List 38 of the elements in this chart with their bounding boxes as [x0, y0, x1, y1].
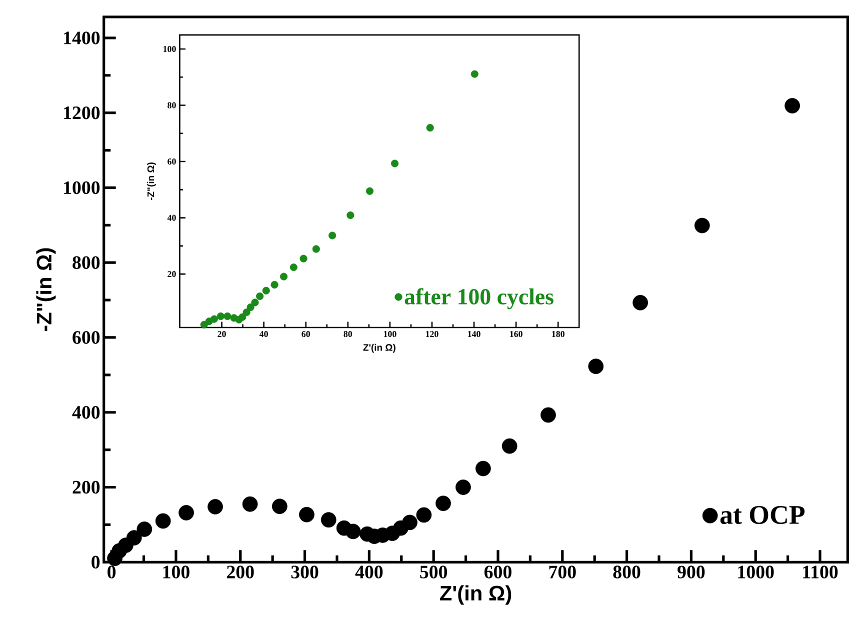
x-tick-label: 1000 — [738, 566, 774, 578]
x-tick-label: 500 — [420, 566, 448, 578]
x-tick-label: 120 — [426, 331, 438, 338]
y-tick-label: 80 — [168, 102, 176, 108]
y-tick-label: 200 — [72, 480, 100, 494]
y-axis-title: -Z"(in Ω) — [147, 162, 156, 200]
y-axis-title: -Z"(in Ω) — [36, 248, 56, 332]
legend-label: after 100 cycles — [404, 288, 554, 310]
y-tick-label: 100 — [164, 46, 176, 52]
x-tick-label: 800 — [613, 566, 640, 578]
x-tick-label: 40 — [259, 331, 268, 338]
x-axis-title: Z'(in Ω) — [440, 585, 512, 605]
x-axis-title: Z'(in Ω) — [363, 344, 396, 353]
x-tick-label: 100 — [384, 331, 396, 338]
y-tick-label: 800 — [72, 256, 100, 269]
x-tick-label: 600 — [484, 566, 512, 578]
x-tick-label: 400 — [355, 566, 383, 578]
x-tick-label: 20 — [218, 331, 226, 338]
x-tick-label: 140 — [468, 331, 480, 338]
y-tick-label: 1000 — [64, 181, 100, 194]
y-tick-label: 60 — [168, 158, 176, 165]
x-tick-label: 60 — [302, 331, 310, 338]
x-tick-label: 200 — [227, 566, 254, 578]
x-tick-label: 160 — [510, 331, 522, 338]
x-tick-label: 180 — [552, 331, 564, 338]
y-tick-label: 1400 — [64, 32, 100, 44]
x-tick-label: 80 — [344, 331, 352, 338]
y-tick-label: 1200 — [64, 106, 100, 120]
y-tick-label: 400 — [72, 406, 100, 419]
legend-label: at OCP — [720, 506, 805, 524]
y-tick-label: 20 — [168, 271, 176, 278]
y-tick-label: 0 — [92, 556, 100, 569]
x-tick-label: 0 — [108, 566, 116, 578]
x-tick-label: 900 — [678, 566, 705, 578]
x-tick-label: 300 — [291, 566, 318, 578]
y-tick-label: 40 — [167, 214, 176, 221]
x-tick-label: 1100 — [803, 566, 838, 578]
x-tick-label: 700 — [549, 566, 576, 578]
